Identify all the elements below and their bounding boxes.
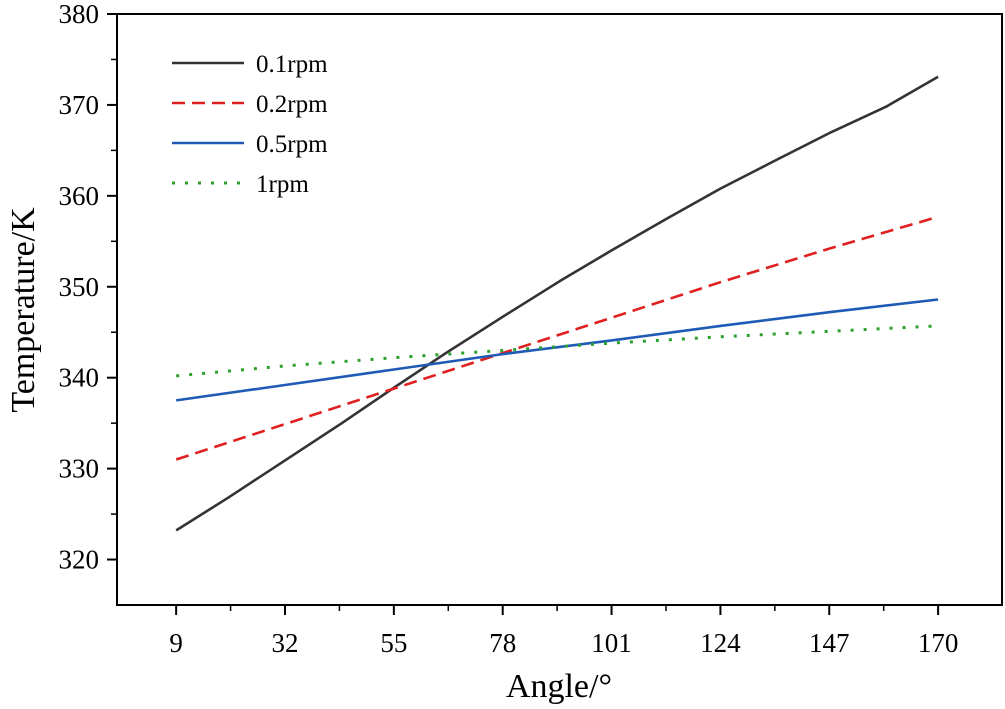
- legend-label: 0.2rpm: [256, 91, 328, 118]
- legend-label: 0.5rpm: [256, 131, 328, 158]
- x-tick-label: 170: [918, 628, 959, 658]
- x-tick-label: 147: [809, 628, 850, 658]
- x-tick-label: 9: [169, 628, 183, 658]
- series-line-0-2rpm: [175, 215, 939, 461]
- tick-labels-layer: 9 32 55 78 101 124 147 170 320 330 340 350 360 370 380: [59, 0, 959, 658]
- y-tick-label: 340: [59, 363, 100, 393]
- y-tick-label: 370: [59, 90, 100, 120]
- x-axis-title: Angle/°: [506, 668, 612, 705]
- y-axis-title: Temperature/K: [5, 207, 42, 413]
- series-line-0-1rpm: [175, 75, 939, 532]
- x-tick-label: 78: [489, 628, 516, 658]
- x-tick-label: 55: [380, 628, 407, 658]
- y-tick-label: 330: [59, 454, 100, 484]
- legend-label: 0.1rpm: [256, 51, 328, 78]
- x-tick-label: 101: [591, 628, 632, 658]
- series-layer: [175, 75, 939, 532]
- legend: 0.1rpm 0.2rpm 0.5rpm 1rpm: [172, 51, 328, 198]
- series-line-0-5rpm: [176, 298, 939, 402]
- y-tick-label: 320: [59, 545, 100, 575]
- y-tick-label: 380: [59, 0, 100, 29]
- x-tick-label: 32: [272, 628, 299, 658]
- y-tick-label: 350: [59, 272, 100, 302]
- series-line-1rpm: [176, 324, 939, 378]
- plot-frame: [116, 13, 1003, 606]
- y-tick-label: 360: [59, 181, 100, 211]
- legend-label: 1rpm: [256, 171, 309, 198]
- x-tick-label: 124: [700, 628, 741, 658]
